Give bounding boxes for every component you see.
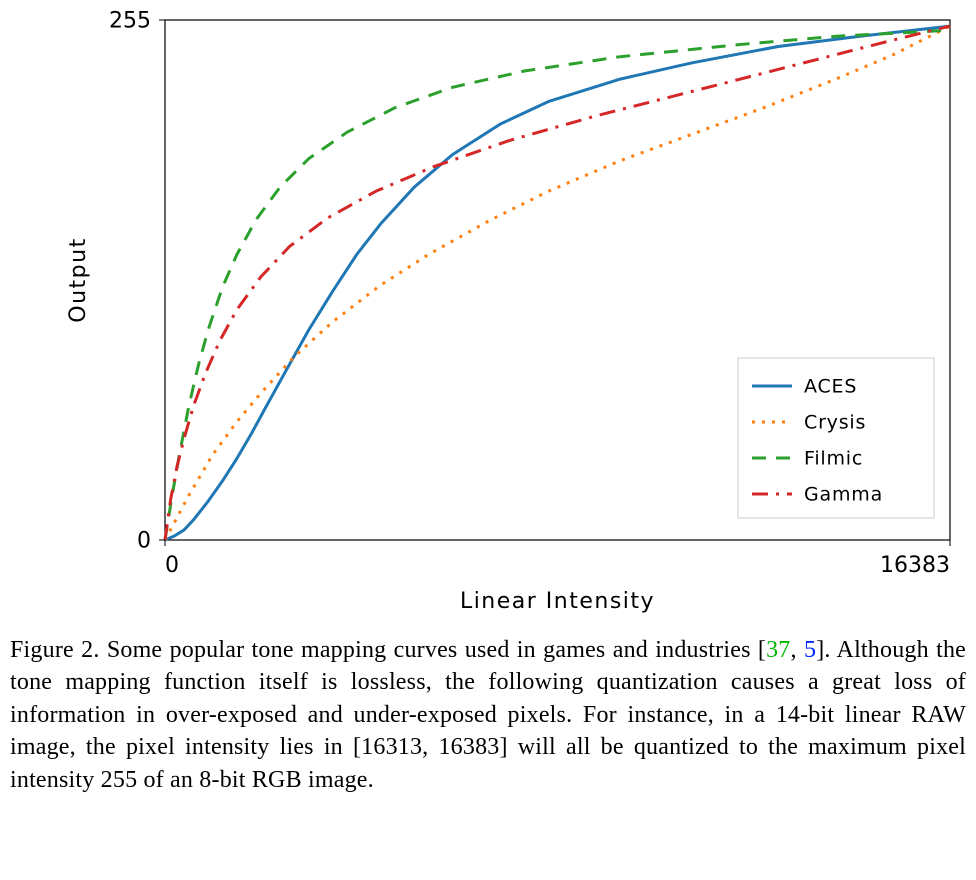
svg-text:Gamma: Gamma bbox=[804, 484, 883, 506]
tone-mapping-chart: 0 16383 0 255 Linear Intensity Output ACES Crys… bbox=[10, 10, 966, 630]
svg-text:255: 255 bbox=[109, 10, 151, 34]
figure-container: 0 16383 0 255 Linear Intensity Output ACES Crys… bbox=[10, 10, 966, 796]
svg-text:0: 0 bbox=[165, 553, 179, 578]
svg-text:Crysis: Crysis bbox=[804, 412, 866, 434]
svg-text:16383: 16383 bbox=[880, 553, 950, 578]
svg-text:Linear Intensity: Linear Intensity bbox=[460, 589, 655, 614]
svg-text:0: 0 bbox=[137, 529, 151, 554]
citation-37[interactable]: 37 bbox=[766, 637, 790, 663]
svg-text:ACES: ACES bbox=[804, 376, 857, 398]
svg-text:Filmic: Filmic bbox=[804, 448, 863, 470]
caption-comma: , bbox=[791, 637, 804, 663]
citation-5[interactable]: 5 bbox=[804, 637, 816, 663]
figure-caption: Figure 2. Some popular tone mapping curv… bbox=[10, 634, 966, 796]
caption-prefix: Figure 2. Some popular tone mapping curv… bbox=[10, 637, 766, 663]
svg-text:Output: Output bbox=[66, 237, 91, 322]
